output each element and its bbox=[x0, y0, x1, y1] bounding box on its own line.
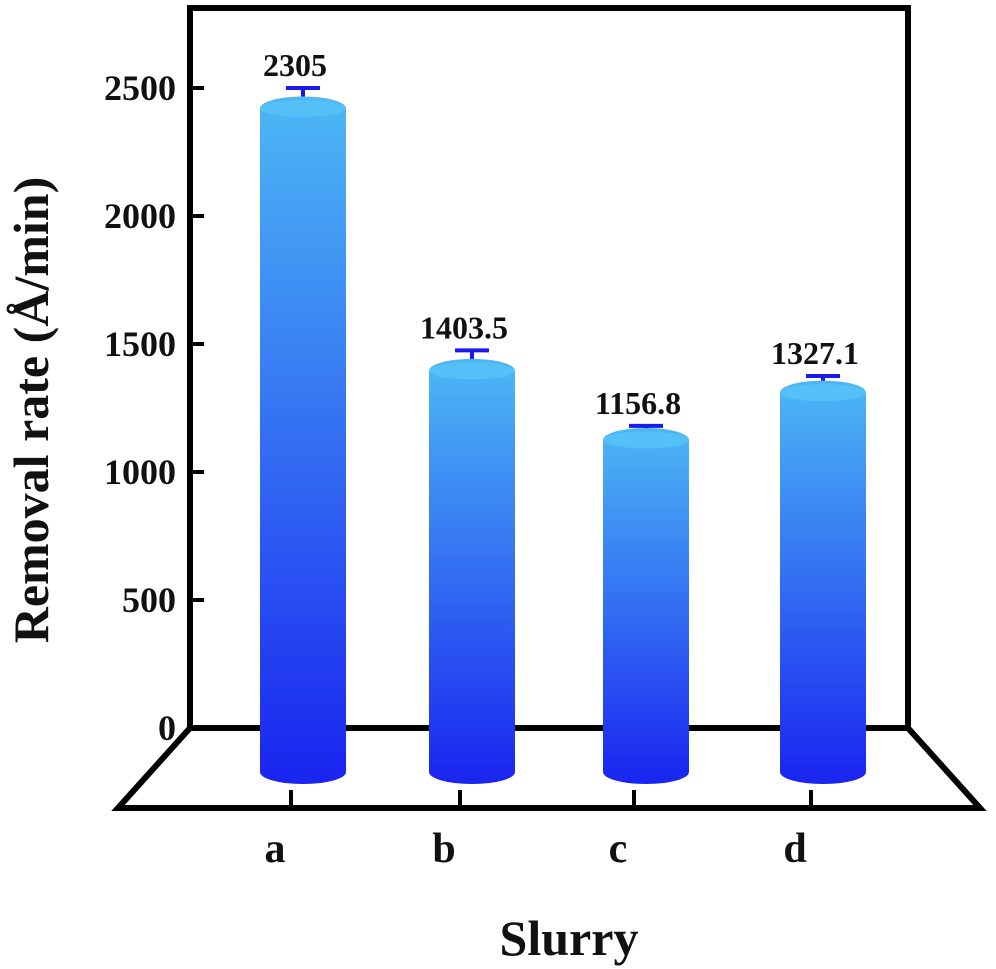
bar-top-cap bbox=[429, 362, 515, 380]
data-label: 1327.1 bbox=[771, 335, 859, 371]
category-label: c bbox=[609, 826, 628, 872]
bar-top-cap bbox=[603, 431, 689, 449]
floor-ticks bbox=[289, 790, 813, 808]
category-label: a bbox=[265, 826, 286, 872]
y-tick-label: 0 bbox=[158, 708, 176, 748]
bar-d: 1327.1 bbox=[771, 335, 866, 784]
y-tick-label: 2000 bbox=[104, 196, 176, 236]
y-tick-label: 1500 bbox=[104, 324, 176, 364]
y-tick-label: 1000 bbox=[104, 452, 176, 492]
x-axis-title: Slurry bbox=[500, 910, 639, 966]
data-label: 1403.5 bbox=[420, 309, 508, 345]
bars: 2305 1403.5 1156.8 1327.1 bbox=[260, 47, 866, 785]
bar-b: 1403.5 bbox=[420, 309, 515, 784]
bar-body bbox=[780, 380, 866, 784]
bar-top-cap bbox=[780, 384, 866, 402]
bar-top-cap bbox=[260, 100, 346, 117]
category-label: d bbox=[783, 826, 806, 872]
bar-body bbox=[260, 96, 346, 785]
y-axis-title: Removal rate (Å/min) bbox=[3, 177, 59, 644]
y-axis-ticks: 0 500 1000 1500 2000 2500 bbox=[104, 68, 204, 748]
bar-a: 2305 bbox=[260, 47, 346, 785]
category-labels: a b c d bbox=[265, 826, 807, 872]
data-label: 2305 bbox=[263, 47, 327, 83]
bar-c: 1156.8 bbox=[595, 385, 689, 784]
bar-body bbox=[603, 428, 689, 784]
category-label: b bbox=[432, 826, 455, 872]
y-tick-label: 500 bbox=[122, 580, 176, 620]
y-tick-label: 2500 bbox=[104, 68, 176, 108]
data-label: 1156.8 bbox=[595, 385, 681, 421]
bar-body bbox=[429, 358, 515, 784]
